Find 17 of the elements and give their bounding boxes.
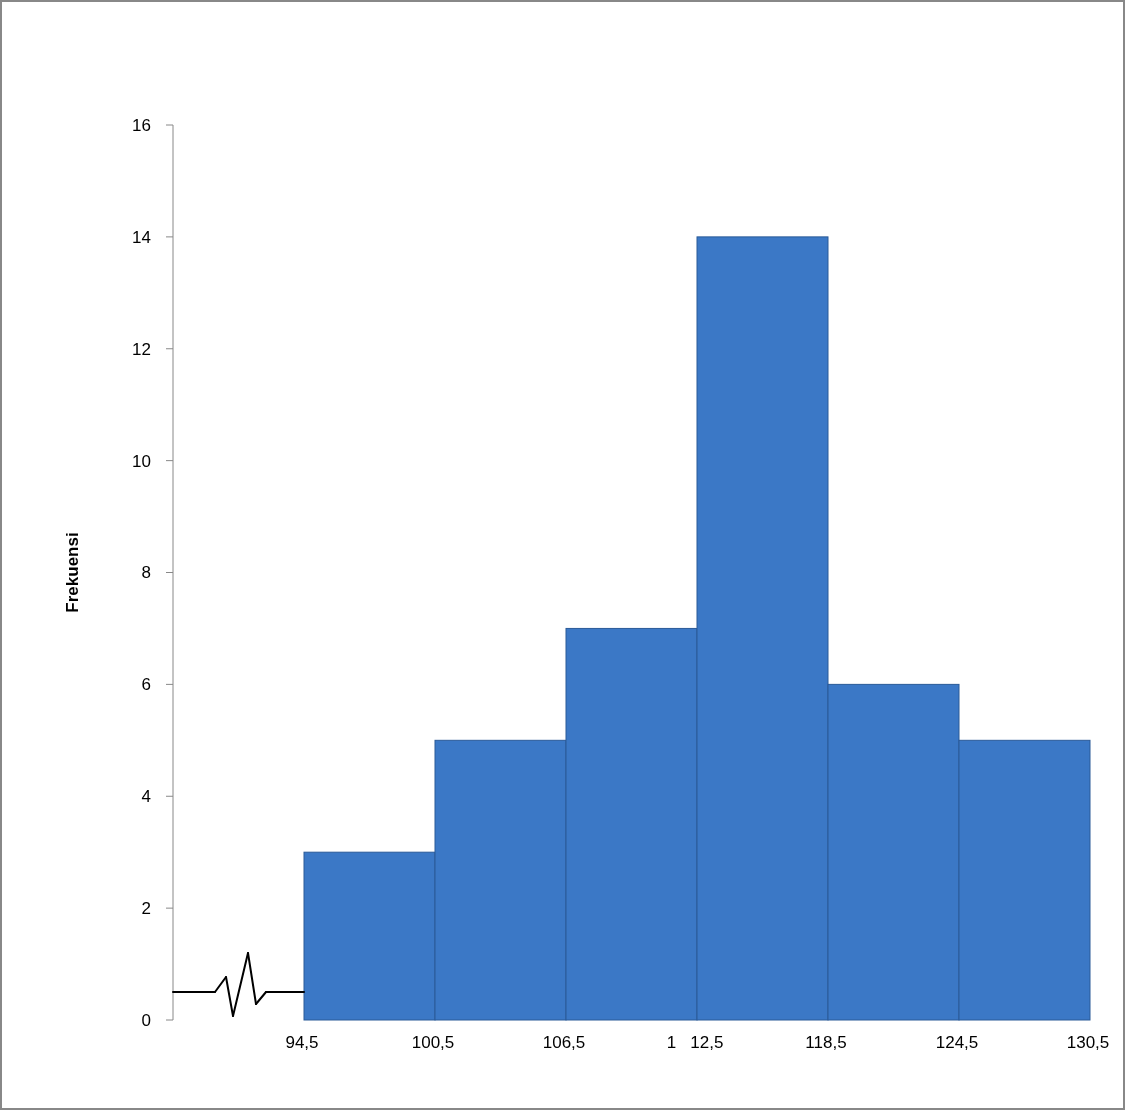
y-tick-label: 10: [132, 451, 151, 471]
y-tick-label: 2: [141, 899, 151, 919]
x-tick-label: 94,5: [285, 1032, 319, 1052]
x-tick-label: 124,5: [935, 1032, 979, 1052]
x-tick-label: 100,5: [411, 1032, 455, 1052]
y-tick-label: 12: [132, 339, 151, 359]
y-tick-label: 0: [141, 1010, 151, 1030]
x-tick-label: 1 12,5: [666, 1032, 724, 1052]
y-tick-label: 4: [141, 787, 151, 807]
y-tick-label: 6: [141, 675, 151, 695]
x-tick-label: 106,5: [542, 1032, 586, 1052]
y-axis-title: Frekuensi: [63, 532, 82, 613]
x-tick-label: 130,5: [1066, 1032, 1110, 1052]
x-tick-label: 118,5: [805, 1032, 847, 1052]
y-tick-label: 8: [141, 563, 151, 583]
y-tick-label: 16: [132, 115, 151, 135]
y-tick-label: 14: [132, 227, 151, 247]
